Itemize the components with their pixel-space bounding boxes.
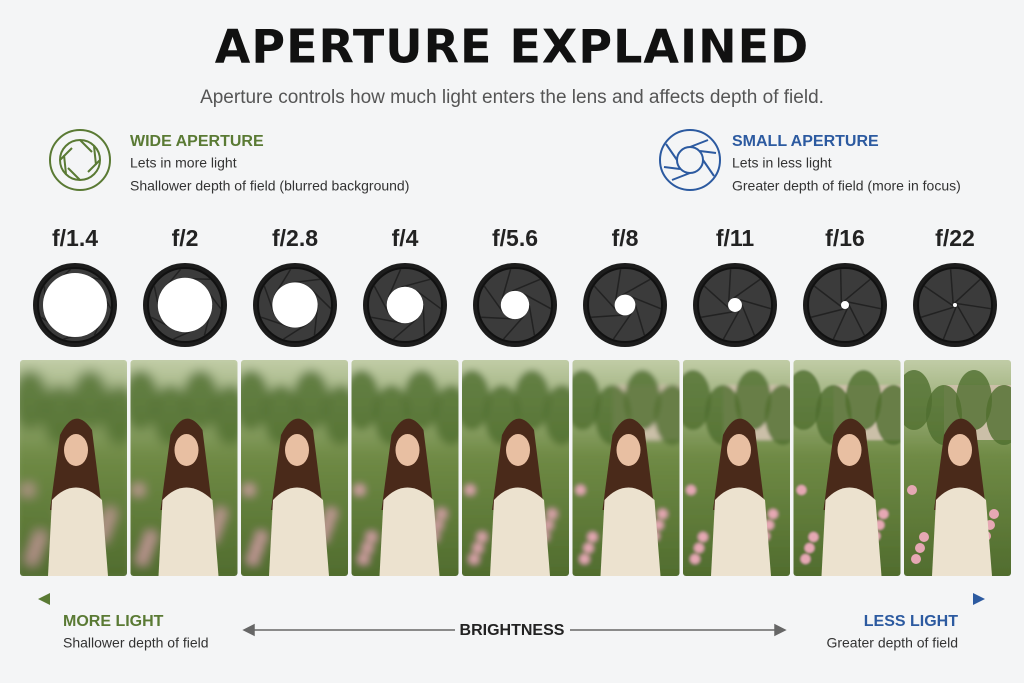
f-stop-label: f/2.8	[272, 225, 318, 251]
aperture-ring	[33, 263, 117, 347]
photo	[351, 360, 459, 576]
aperture-ring	[473, 263, 557, 347]
aperture-ring	[803, 263, 887, 347]
photo	[241, 360, 348, 576]
less-light-text: Greater depth of field	[826, 635, 958, 651]
aperture-ring	[363, 263, 447, 347]
arrow-head	[973, 593, 985, 605]
aperture-ring	[913, 263, 997, 347]
f-stop-label: f/5.6	[492, 225, 538, 251]
f-stop-label: f/1.4	[52, 225, 98, 251]
more-light: MORE LIGHT	[63, 613, 164, 630]
photo	[130, 360, 238, 576]
photo	[20, 360, 127, 576]
small-aperture-line: Lets in less light	[732, 155, 832, 171]
small-aperture-icon	[659, 129, 721, 191]
f-stop-label: f/11	[716, 225, 755, 251]
photo	[572, 360, 680, 576]
aperture-ring	[693, 263, 777, 347]
aperture-ring	[253, 263, 337, 347]
photo	[683, 360, 790, 576]
wide-aperture-line: Lets in more light	[130, 155, 237, 171]
brightness-label: BRIGHTNESS	[460, 622, 565, 639]
wide-aperture-icon	[49, 129, 111, 191]
f-stop-label: f/16	[825, 225, 865, 251]
subtitle: Aperture controls how much light enters …	[200, 87, 824, 108]
brightness-arrows	[242, 623, 787, 637]
f-stop-label: f/8	[612, 225, 639, 251]
photo	[793, 360, 901, 576]
f-stop-label: f/2	[172, 225, 199, 251]
aperture-ring	[583, 263, 667, 347]
wide-aperture-line: Shallower depth of field (blurred backgr…	[130, 178, 409, 194]
f-stop-label: f/22	[935, 225, 975, 251]
small-aperture-title: SMALL APERTURE	[732, 133, 879, 150]
photo	[462, 360, 569, 576]
aperture-ring	[143, 263, 227, 347]
more-light-text: Shallower depth of field	[63, 635, 209, 651]
small-aperture-line: Greater depth of field (more in focus)	[732, 178, 961, 194]
title: APERTURE EXPLAINED	[215, 20, 809, 74]
wide-aperture-title: WIDE APERTURE	[130, 133, 264, 150]
f-stop-row: f/1.4 f/2 f/2.8 f/4 f/5.6 f/8 f/11 f/16 f/22	[20, 225, 1011, 576]
less-light: LESS LIGHT	[864, 613, 958, 630]
photo	[904, 360, 1011, 576]
arrow-head	[38, 593, 50, 605]
f-stop-label: f/4	[392, 225, 419, 251]
